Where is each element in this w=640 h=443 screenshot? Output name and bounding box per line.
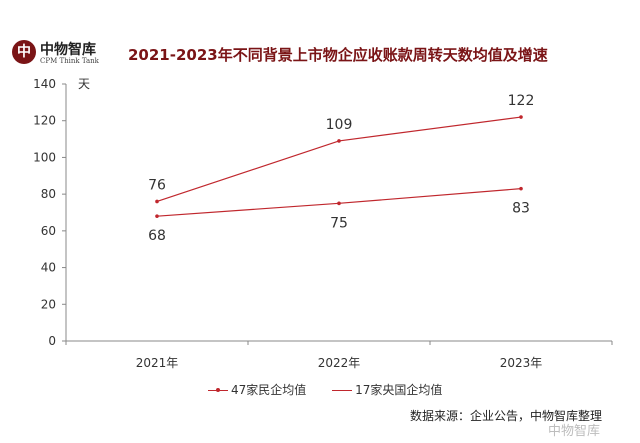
y-tick-label: 100 <box>33 150 56 164</box>
legend-label-state: 17家央国企均值 <box>355 383 443 397</box>
data-label: 83 <box>512 201 530 217</box>
legend-swatch-state <box>332 390 353 391</box>
data-point <box>337 139 341 143</box>
brand-logo: 中 中物智库 CPM Think Tank <box>12 38 130 70</box>
data-label: 122 <box>508 93 535 109</box>
y-tick-label: 20 <box>41 297 56 311</box>
y-tick-label: 60 <box>41 224 56 238</box>
legend-item-state: 17家央国企均值 <box>332 381 442 398</box>
legend-swatch-private <box>208 388 228 392</box>
legend-label-private: 47家民企均值 <box>231 383 307 397</box>
y-tick-label: 40 <box>41 261 56 275</box>
data-label: 68 <box>148 228 166 244</box>
data-point <box>337 201 341 206</box>
watermark: 中物智库 <box>548 424 601 439</box>
logo-name: 中物智库 <box>40 42 96 58</box>
data-point <box>155 199 159 204</box>
chart-title: 2021-2023年不同背景上市物企应收账款周转天数均值及增速 <box>128 46 548 64</box>
x-tick-label: 2022年 <box>318 356 361 370</box>
data-source-note: 数据来源：企业公告，中物智库整理 <box>410 409 603 423</box>
data-point <box>155 214 159 218</box>
y-axis-label: 天 <box>78 77 90 91</box>
data-label: 75 <box>330 215 348 231</box>
legend-item-private: 47家民企均值 <box>208 381 306 398</box>
x-tick-label: 2021年 <box>136 356 179 370</box>
data-label: 76 <box>148 177 166 193</box>
chart-legend: 47家民企均值 17家央国企均值 <box>208 381 464 399</box>
logo-mark: 中 <box>12 40 36 64</box>
y-tick-label: 140 <box>33 77 56 91</box>
y-tick-label: 0 <box>48 334 56 348</box>
y-tick-label: 80 <box>41 187 56 201</box>
x-tick-label: 2023年 <box>500 356 543 370</box>
data-label: 109 <box>326 117 353 133</box>
logo-subtitle: CPM Think Tank <box>40 57 99 65</box>
data-point <box>519 115 523 119</box>
data-point <box>519 186 523 191</box>
y-tick-label: 120 <box>33 114 56 128</box>
